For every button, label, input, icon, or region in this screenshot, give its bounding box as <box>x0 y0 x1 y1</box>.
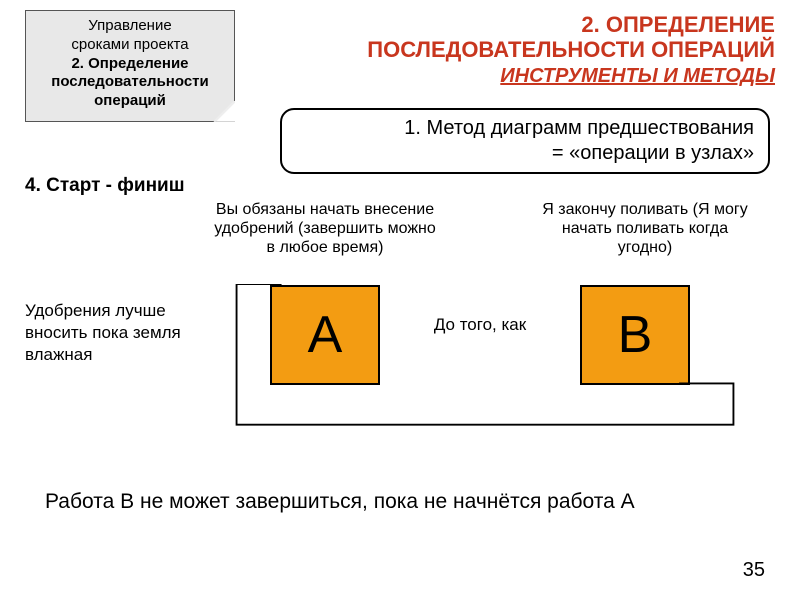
caption-b: Я закончу поливать (Я могу начать полива… <box>540 200 750 258</box>
breadcrumb-note: Управление сроками проекта 2. Определени… <box>25 10 235 122</box>
activity-a-label: A <box>308 305 343 365</box>
activity-node-a: A <box>270 285 380 385</box>
activity-node-b: B <box>580 285 690 385</box>
method-line: 1. Метод диаграмм предшествования <box>296 116 754 141</box>
page-number: 35 <box>743 559 765 582</box>
section-label: 4. Старт - финиш <box>25 175 185 197</box>
note-line: операций <box>34 92 226 111</box>
note-line: сроками проекта <box>34 36 226 55</box>
title-line: 2. ОПРЕДЕЛЕНИЕ <box>367 12 775 37</box>
caption-a: Вы обязаны начать внесение удобрений (за… <box>210 200 440 258</box>
edge-label: До того, как <box>405 315 555 335</box>
title-line: ПОСЛЕДОВАТЕЛЬНОСТИ ОПЕРАЦИЙ <box>367 37 775 62</box>
note-line: 2. Определение <box>34 55 226 74</box>
title-subtitle: ИНСТРУМЕНТЫ И МЕТОДЫ <box>367 65 775 88</box>
side-note: Удобрения лучше вносить пока земля влажн… <box>25 300 220 366</box>
method-callout: 1. Метод диаграмм предшествования = «опе… <box>280 108 770 174</box>
note-line: Управление <box>34 17 226 36</box>
method-line: = «операции в узлах» <box>296 141 754 166</box>
slide-title: 2. ОПРЕДЕЛЕНИЕ ПОСЛЕДОВАТЕЛЬНОСТИ ОПЕРАЦ… <box>367 12 775 88</box>
note-line: последовательности <box>34 73 226 92</box>
activity-b-label: B <box>618 305 653 365</box>
conclusion-text: Работа B не может завершиться, пока не н… <box>45 490 755 514</box>
